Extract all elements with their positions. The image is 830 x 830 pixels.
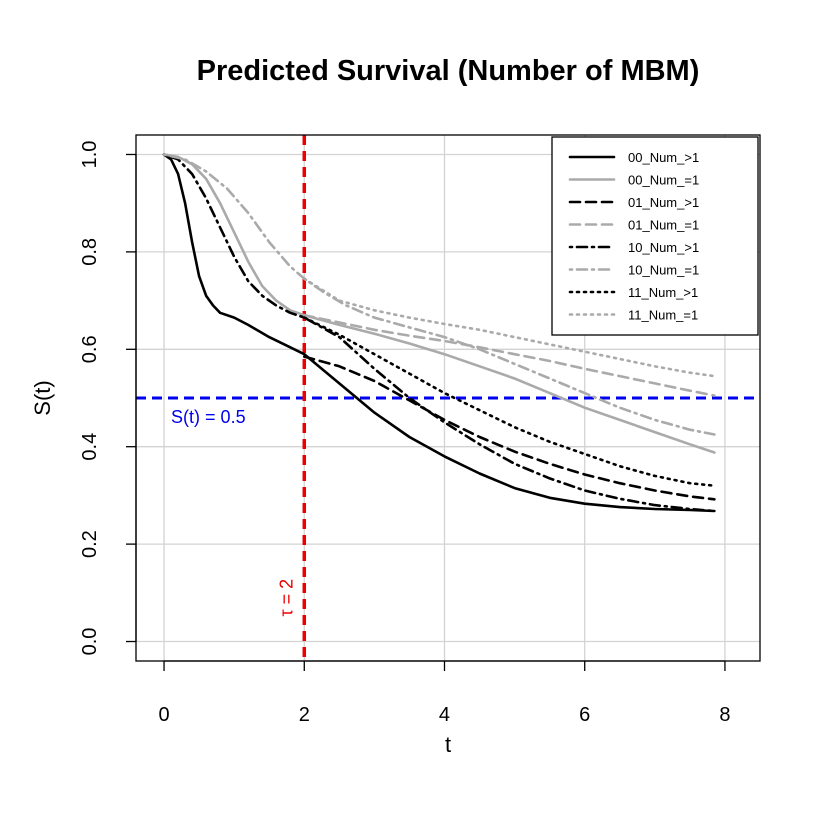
legend: 00_Num_>1 00_Num_=1 01_Num_>1 01_Num_=1 10_N… bbox=[551, 136, 759, 336]
series-line-2 bbox=[162, 153, 716, 454]
series-line-4 bbox=[303, 313, 716, 397]
y-tick-label: 1.0 bbox=[79, 141, 101, 169]
series-line-3 bbox=[303, 355, 716, 501]
annotations: S(t) = 0.5 τ = 2 bbox=[171, 407, 296, 617]
y-tick-label: 0.6 bbox=[79, 335, 101, 363]
legend-label-5: 10_Num_>1 bbox=[628, 240, 699, 255]
y-tick-label: 0.2 bbox=[79, 530, 101, 558]
x-tick-label: 2 bbox=[299, 704, 310, 726]
legend-label-6: 10_Num_=1 bbox=[628, 263, 699, 278]
series-line-7 bbox=[303, 316, 716, 487]
legend-label-7: 11_Num_>1 bbox=[628, 285, 698, 300]
y-tick-label: 0.4 bbox=[79, 433, 101, 461]
series-line-8 bbox=[303, 277, 716, 378]
x-axis-label: t bbox=[445, 732, 451, 757]
x-tick-label: 8 bbox=[719, 704, 730, 726]
series-line-6 bbox=[162, 153, 716, 436]
legend-label-2: 00_Num_=1 bbox=[628, 173, 699, 188]
series-line-1 bbox=[162, 153, 716, 513]
x-tick-label: 0 bbox=[158, 704, 169, 726]
y-tick-label: 0.8 bbox=[79, 238, 101, 266]
legend-label-3: 01_Num_>1 bbox=[628, 195, 699, 210]
y-axis-label: S(t) bbox=[30, 380, 55, 415]
y-tick-label: 0.0 bbox=[79, 628, 101, 656]
legend-label-4: 01_Num_=1 bbox=[628, 218, 699, 233]
series-line-5 bbox=[162, 153, 716, 513]
chart-title: Predicted Survival (Number of MBM) bbox=[197, 55, 700, 87]
axes: 0 2 4 6 8 0.0 0.2 0.4 0.6 0.8 1.0 bbox=[79, 141, 731, 726]
reference-lines bbox=[136, 135, 760, 661]
hline-ref-label: S(t) = 0.5 bbox=[171, 407, 246, 427]
series-lines bbox=[162, 153, 716, 513]
x-tick-label: 4 bbox=[439, 704, 450, 726]
vline-ref-label: τ = 2 bbox=[276, 579, 296, 617]
legend-box bbox=[551, 136, 759, 336]
legend-label-8: 11_Num_=1 bbox=[628, 308, 698, 323]
x-tick-label: 6 bbox=[579, 704, 590, 726]
legend-label-1: 00_Num_>1 bbox=[628, 150, 699, 165]
